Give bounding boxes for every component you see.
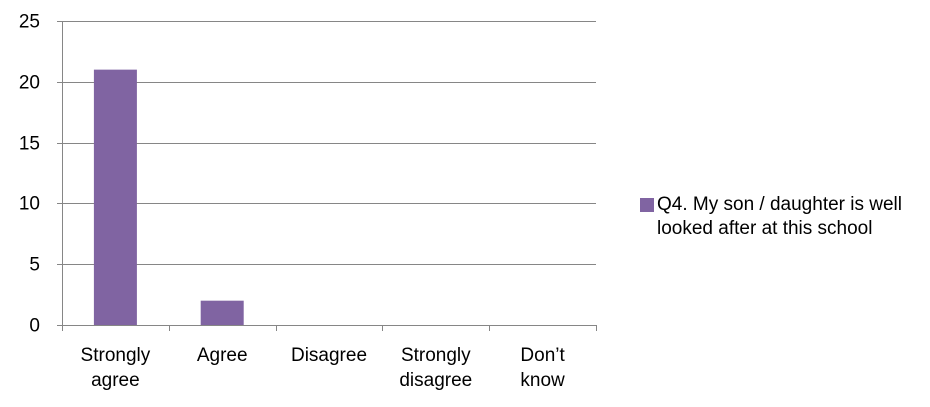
axes bbox=[57, 21, 597, 331]
legend-entry-label: Q4. My son / daughter is well looked aft… bbox=[657, 194, 902, 239]
y-tick-label: 0 bbox=[29, 316, 40, 337]
x-category-label: agree bbox=[91, 370, 140, 391]
y-tick-label: 25 bbox=[19, 12, 40, 33]
y-tick-label: 20 bbox=[19, 73, 40, 94]
x-category-label: Disagree bbox=[291, 345, 367, 366]
x-category-label: Strongly bbox=[81, 345, 151, 366]
y-tick-label: 5 bbox=[29, 255, 40, 276]
y-axis-tick-labels: 0 5 10 15 20 25 bbox=[19, 12, 40, 337]
x-category-label: know bbox=[520, 370, 565, 391]
x-category-label: Don’t bbox=[520, 345, 565, 366]
y-tick-label: 10 bbox=[19, 194, 40, 215]
legend-swatch bbox=[640, 198, 654, 212]
y-tick-label: 15 bbox=[19, 134, 40, 155]
legend: Q4. My son / daughter is well looked aft… bbox=[640, 193, 930, 241]
gridlines bbox=[62, 21, 596, 265]
bar bbox=[200, 300, 244, 325]
x-category-label: Agree bbox=[197, 345, 248, 366]
x-category-label: Strongly bbox=[401, 345, 471, 366]
bars bbox=[93, 69, 244, 325]
x-category-label: disagree bbox=[399, 370, 472, 391]
bar bbox=[93, 69, 137, 325]
x-axis-category-labels: Strongly agree Agree Disagree Strongly disagr… bbox=[81, 345, 566, 391]
